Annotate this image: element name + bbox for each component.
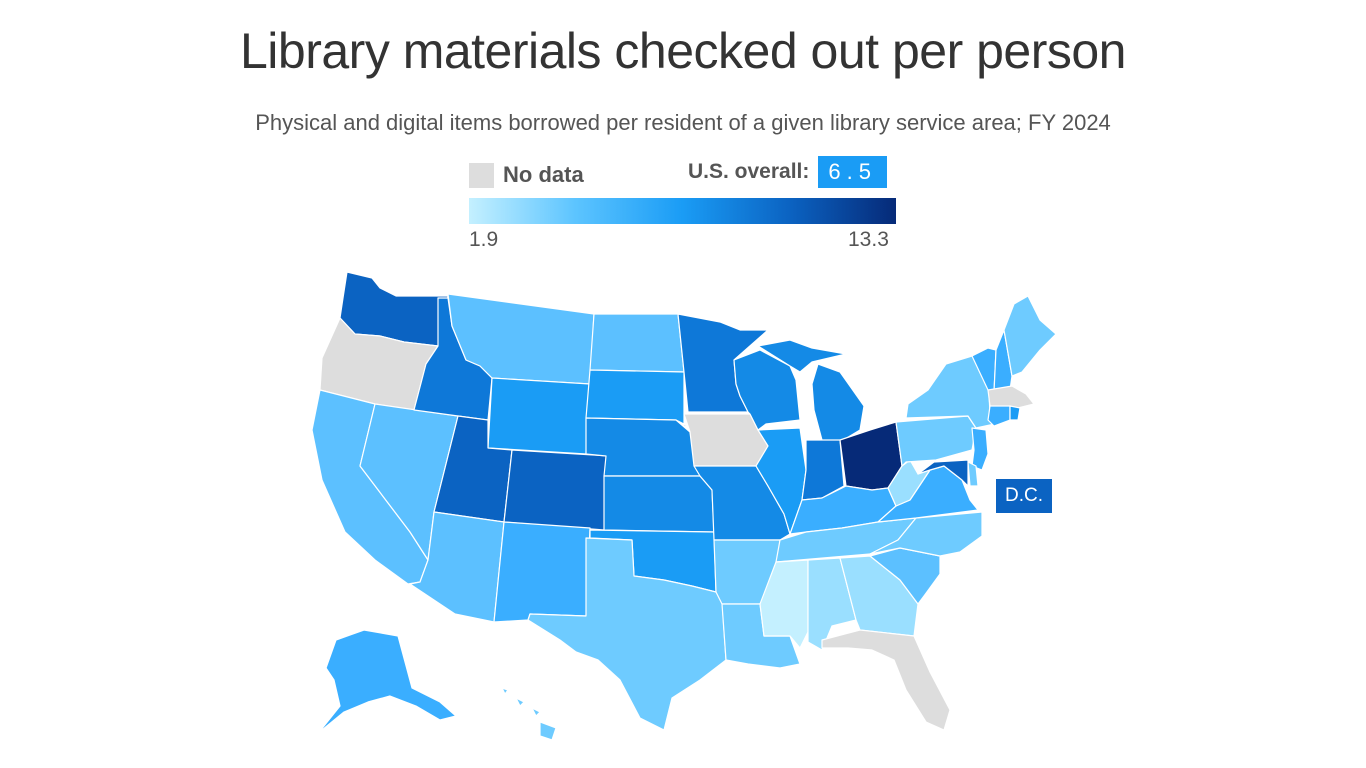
state-nh	[993, 329, 1013, 393]
state-de	[967, 461, 979, 487]
state-ks	[603, 475, 715, 533]
state-wy	[487, 377, 591, 455]
state-ma	[987, 385, 1035, 409]
color-scale-max: 13.3	[848, 228, 889, 251]
state-md	[917, 459, 969, 487]
us-overall-value: 6.5	[818, 156, 887, 188]
state-tx	[527, 537, 727, 731]
chart-subtitle: Physical and digital items borrowed per …	[255, 110, 1111, 135]
chart-title: Library materials checked out per person	[239, 23, 1127, 79]
state-sd	[585, 369, 689, 427]
no-data-label: No data	[503, 162, 584, 187]
no-data-swatch	[469, 162, 494, 188]
color-scale-bar	[469, 198, 896, 224]
state-il	[755, 427, 807, 535]
state-nd	[589, 313, 685, 373]
state-pa	[895, 415, 977, 467]
color-scale-min: 1.9	[469, 228, 499, 251]
state-hi	[501, 687, 557, 741]
state-ct	[987, 405, 1011, 427]
state-co	[503, 449, 611, 531]
dc-callout: D.C.	[996, 479, 1052, 513]
state-nj	[971, 427, 989, 471]
no-data-legend: No data	[469, 162, 584, 188]
state-ri	[1009, 405, 1021, 421]
state-me	[1003, 295, 1057, 377]
state-ak	[315, 629, 457, 737]
us-overall-label: U.S. overall:	[688, 160, 810, 183]
state-nc	[869, 511, 983, 557]
state-nm	[493, 521, 591, 623]
us-overall: U.S. overall: 6.5	[688, 156, 887, 188]
state-fl	[821, 629, 951, 731]
